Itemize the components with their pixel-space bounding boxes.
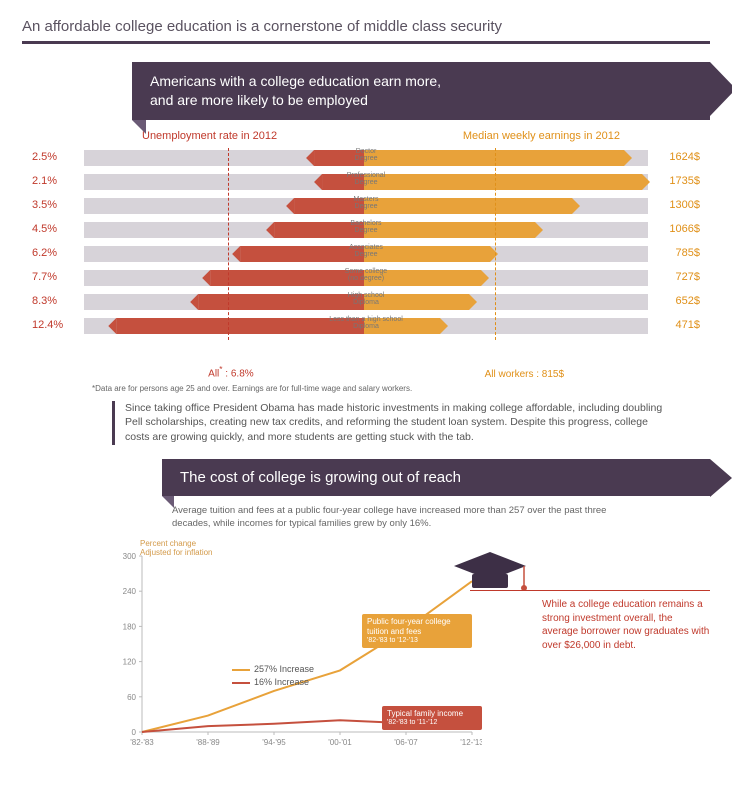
side-note-rule bbox=[470, 590, 710, 591]
section1-banner: Americans with a college education earn … bbox=[132, 62, 710, 120]
chart1-row: 3.5% 1300$ MastersDegree bbox=[32, 196, 700, 216]
section2-subtext: Average tuition and fees at a public fou… bbox=[172, 504, 620, 531]
row-earn: 471$ bbox=[652, 319, 700, 331]
section1-paragraph: Since taking office President Obama has … bbox=[112, 401, 670, 445]
banner2-text: The cost of college is growing out of re… bbox=[180, 469, 461, 486]
chart1-legend: Unemployment rate in 2012 Median weekly … bbox=[142, 130, 620, 142]
svg-text:'82-'83: '82-'83 bbox=[130, 738, 154, 747]
svg-text:'94-'95: '94-'95 bbox=[262, 738, 286, 747]
chart2-line: Percent changeAdjusted for inflation 0 60 1… bbox=[102, 536, 700, 776]
callout-tuition-label: Public four-year college tuition and fee… bbox=[367, 617, 451, 636]
chart1-row: 2.1% 1735$ ProfessionalDegree bbox=[32, 172, 700, 192]
svg-text:60: 60 bbox=[127, 693, 136, 702]
row-unemp: 2.5% bbox=[32, 151, 80, 163]
chart1-row: 8.3% 652$ High schoolDiploma bbox=[32, 292, 700, 312]
row-label: High schoolDiploma bbox=[326, 292, 406, 307]
row-earn: 1624$ bbox=[652, 151, 700, 163]
row-label: Some college(no degree) bbox=[326, 268, 406, 283]
svg-text:240: 240 bbox=[123, 588, 137, 597]
row-earn: 727$ bbox=[652, 271, 700, 283]
chart1-footnote: *Data are for persons age 25 and over. E… bbox=[92, 384, 710, 393]
row-earn: 1300$ bbox=[652, 199, 700, 211]
callout-income-sub: '82-'83 to '11-'12 bbox=[387, 719, 477, 727]
row-unemp: 8.3% bbox=[32, 295, 80, 307]
svg-text:180: 180 bbox=[123, 623, 137, 632]
row-label: MastersDegree bbox=[326, 196, 406, 211]
row-unemp: 4.5% bbox=[32, 223, 80, 235]
all-label: All* : 6.8% bbox=[208, 364, 254, 379]
page-title: An affordable college education is a cor… bbox=[22, 18, 710, 35]
row-label: DoctorDegree bbox=[326, 148, 406, 163]
svg-text:Adjusted for inflation: Adjusted for inflation bbox=[140, 548, 213, 557]
svg-text:'88-'89: '88-'89 bbox=[196, 738, 220, 747]
svg-text:0: 0 bbox=[132, 728, 137, 737]
callout-tuition-sub: '82-'83 to '12-'13 bbox=[367, 637, 467, 645]
callout-tuition: Public four-year college tuition and fee… bbox=[362, 614, 472, 648]
callout-income: Typical family income '82-'83 to '11-'12 bbox=[382, 706, 482, 730]
banner-line2: and are more likely to be employed bbox=[150, 91, 692, 110]
chart1-diverging-bars: 2.5% 1624$ DoctorDegree 2.1% 1735$ Profession… bbox=[32, 148, 700, 350]
svg-text:300: 300 bbox=[123, 552, 137, 561]
legend-earnings: Median weekly earnings in 2012 bbox=[463, 130, 620, 142]
row-earn: 1735$ bbox=[652, 175, 700, 187]
key-income: 16% Increase bbox=[254, 677, 309, 687]
chart1-row: 4.5% 1066$ BachelorsDegree bbox=[32, 220, 700, 240]
row-unemp: 3.5% bbox=[32, 199, 80, 211]
row-label: AssociatesDegree bbox=[326, 244, 406, 259]
legend-unemployment: Unemployment rate in 2012 bbox=[142, 130, 277, 142]
callout-income-label: Typical family income bbox=[387, 709, 463, 718]
chart1-row: 12.4% 471$ Less than a high schoolDiploma bbox=[32, 316, 700, 336]
chart1-row: 6.2% 785$ AssociatesDegree bbox=[32, 244, 700, 264]
row-earn: 785$ bbox=[652, 247, 700, 259]
side-note: While a college education remains a stro… bbox=[542, 598, 710, 652]
svg-text:Percent change: Percent change bbox=[140, 539, 197, 548]
row-unemp: 6.2% bbox=[32, 247, 80, 259]
svg-text:'12-'13: '12-'13 bbox=[460, 738, 482, 747]
chart1-row: 7.7% 727$ Some college(no degree) bbox=[32, 268, 700, 288]
row-unemp: 7.7% bbox=[32, 271, 80, 283]
section2-banner: The cost of college is growing out of re… bbox=[162, 459, 710, 496]
banner-line1: Americans with a college education earn … bbox=[150, 72, 692, 91]
row-earn: 652$ bbox=[652, 295, 700, 307]
row-unemp: 12.4% bbox=[32, 319, 80, 331]
key-tuition: 257% Increase bbox=[254, 664, 314, 674]
row-label: BachelorsDegree bbox=[326, 220, 406, 235]
all-workers-label: All workers : 815$ bbox=[485, 369, 564, 380]
chart2-key: 257% Increase 16% Increase bbox=[232, 664, 314, 687]
row-unemp: 2.1% bbox=[32, 175, 80, 187]
row-label: ProfessionalDegree bbox=[326, 172, 406, 187]
chart1-row: 2.5% 1624$ DoctorDegree bbox=[32, 148, 700, 168]
row-earn: 1066$ bbox=[652, 223, 700, 235]
svg-text:'06-'07: '06-'07 bbox=[394, 738, 418, 747]
graduation-cap-icon bbox=[450, 548, 530, 608]
row-label: Less than a high schoolDiploma bbox=[326, 316, 406, 331]
svg-text:'00-'01: '00-'01 bbox=[328, 738, 352, 747]
svg-text:120: 120 bbox=[123, 658, 137, 667]
title-underline bbox=[22, 41, 710, 44]
